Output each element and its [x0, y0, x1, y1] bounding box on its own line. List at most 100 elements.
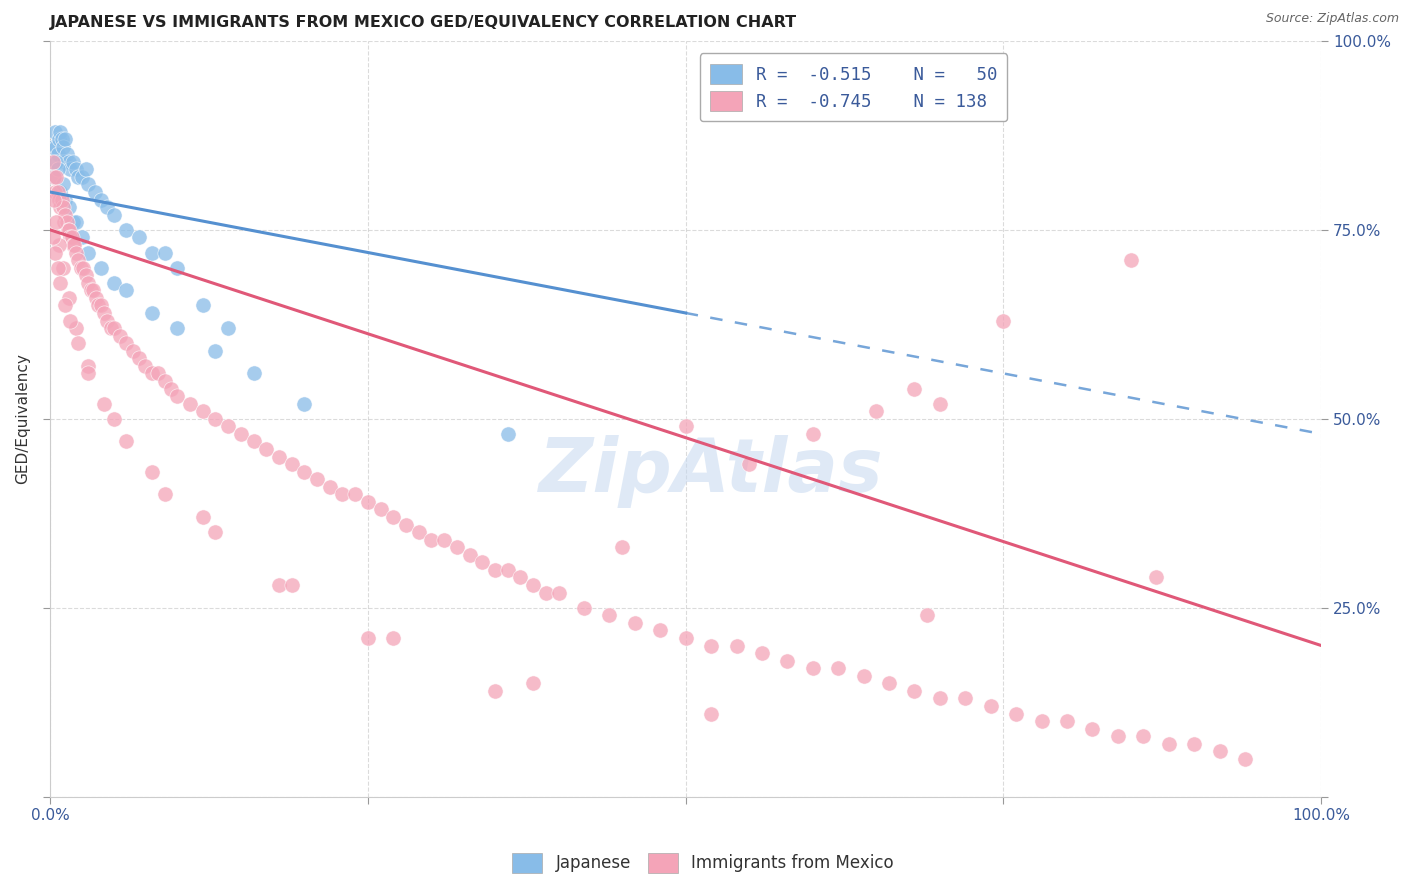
Point: [69, 260, 91, 275]
Point: [115, 434, 138, 449]
Point: [44, 125, 66, 139]
Point: [115, 283, 138, 297]
Point: [877, 676, 900, 690]
Legend: R =  -0.515    N =   50, R =  -0.745    N = 138: R = -0.515 N = 50, R = -0.745 N = 138: [700, 54, 1008, 121]
Point: [141, 245, 163, 260]
Point: [801, 426, 824, 441]
Point: [55, 298, 77, 312]
Point: [70, 169, 93, 184]
Point: [1233, 752, 1256, 766]
Point: [134, 359, 156, 373]
Point: [45, 139, 67, 153]
Point: [49, 185, 72, 199]
Point: [58, 223, 80, 237]
Point: [67, 169, 90, 184]
Point: [153, 374, 176, 388]
Point: [96, 313, 118, 327]
Point: [915, 608, 938, 623]
Point: [141, 465, 163, 479]
Point: [44, 245, 66, 260]
Point: [148, 367, 170, 381]
Point: [45, 215, 67, 229]
Point: [191, 510, 214, 524]
Point: [77, 359, 100, 373]
Point: [357, 495, 380, 509]
Point: [45, 169, 67, 184]
Text: JAPANESE VS IMMIGRANTS FROM MEXICO GED/EQUIVALENCY CORRELATION CHART: JAPANESE VS IMMIGRANTS FROM MEXICO GED/E…: [51, 15, 797, 30]
Point: [49, 125, 72, 139]
Point: [77, 276, 100, 290]
Point: [55, 132, 77, 146]
Point: [60, 230, 83, 244]
Point: [153, 487, 176, 501]
Point: [522, 578, 544, 592]
Point: [572, 600, 595, 615]
Point: [53, 215, 76, 229]
Point: [166, 389, 188, 403]
Point: [46, 260, 69, 275]
Point: [128, 351, 150, 366]
Point: [52, 178, 75, 192]
Point: [77, 245, 100, 260]
Point: [41, 154, 63, 169]
Point: [72, 260, 94, 275]
Point: [852, 669, 875, 683]
Point: [725, 639, 748, 653]
Point: [700, 706, 723, 721]
Point: [191, 404, 214, 418]
Point: [1182, 737, 1205, 751]
Point: [70, 230, 93, 244]
Point: [75, 268, 97, 283]
Point: [121, 343, 143, 358]
Point: [1107, 729, 1129, 743]
Point: [108, 328, 131, 343]
Point: [166, 321, 188, 335]
Point: [980, 698, 1002, 713]
Point: [100, 321, 122, 335]
Point: [55, 147, 77, 161]
Point: [153, 245, 176, 260]
Point: [903, 684, 925, 698]
Point: [928, 691, 950, 706]
Point: [59, 313, 82, 327]
Point: [77, 178, 100, 192]
Point: [103, 276, 125, 290]
Text: ZipAtlas: ZipAtlas: [538, 435, 883, 508]
Point: [522, 676, 544, 690]
Point: [1031, 714, 1053, 728]
Point: [751, 646, 773, 660]
Point: [357, 631, 380, 645]
Point: [160, 382, 183, 396]
Point: [65, 162, 87, 177]
Point: [62, 238, 84, 252]
Point: [55, 215, 77, 229]
Y-axis label: GED/Equivalency: GED/Equivalency: [15, 353, 30, 484]
Point: [534, 585, 557, 599]
Point: [217, 321, 239, 335]
Point: [382, 631, 405, 645]
Point: [49, 200, 72, 214]
Point: [52, 260, 75, 275]
Point: [650, 624, 672, 638]
Point: [433, 533, 456, 547]
Point: [53, 154, 76, 169]
Point: [42, 169, 65, 184]
Point: [48, 132, 70, 146]
Point: [48, 238, 70, 252]
Point: [204, 525, 226, 540]
Point: [509, 570, 531, 584]
Point: [292, 397, 315, 411]
Point: [446, 541, 468, 555]
Point: [1081, 722, 1104, 736]
Point: [928, 397, 950, 411]
Point: [229, 426, 252, 441]
Point: [242, 434, 264, 449]
Point: [598, 608, 620, 623]
Point: [75, 162, 97, 177]
Point: [82, 283, 104, 297]
Point: [41, 230, 63, 244]
Point: [471, 555, 494, 569]
Point: [370, 502, 392, 516]
Point: [93, 397, 115, 411]
Point: [267, 450, 290, 464]
